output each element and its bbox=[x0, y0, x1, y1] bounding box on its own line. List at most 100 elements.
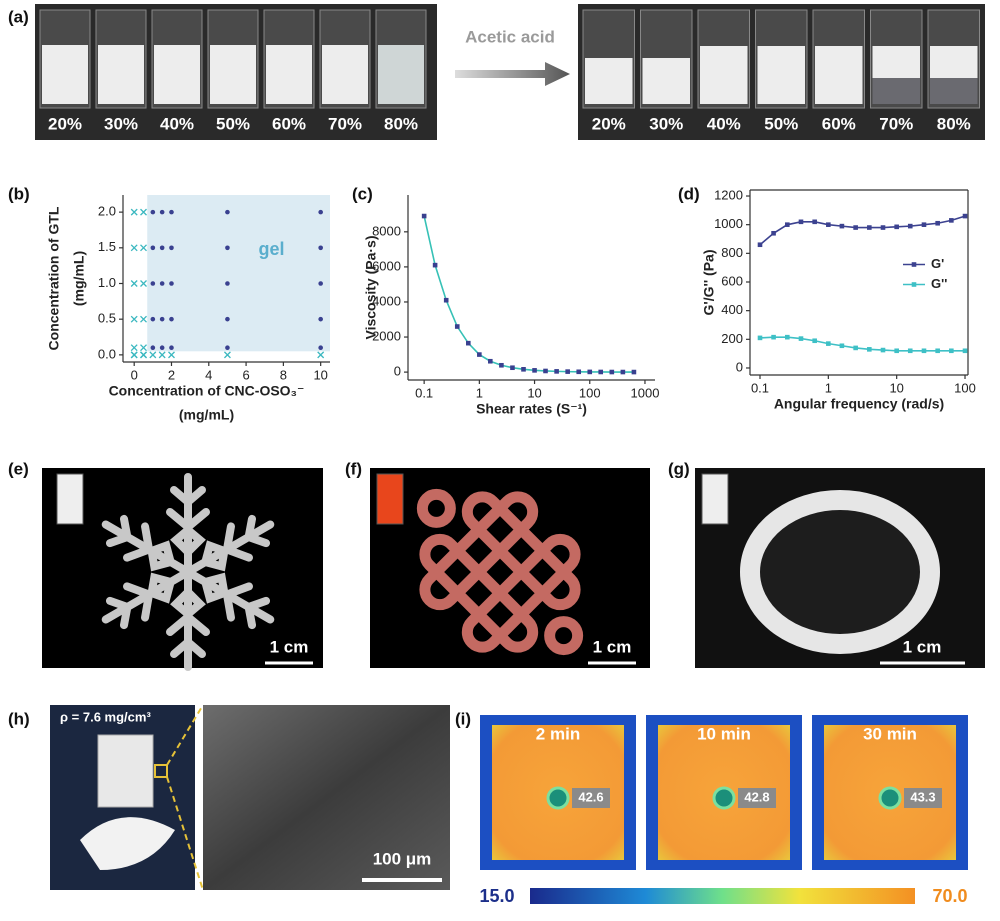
flower bbox=[80, 817, 175, 870]
y-tick-label: 6000 bbox=[372, 258, 401, 273]
panel-label: (b) bbox=[8, 184, 30, 203]
vial-label: 70% bbox=[328, 114, 362, 133]
y-axis-label: G'/G'' (Pa) bbox=[701, 250, 717, 316]
time-label: 30 min bbox=[863, 724, 917, 743]
point bbox=[140, 244, 147, 252]
point bbox=[318, 316, 323, 322]
x-tick-label: 10 bbox=[527, 385, 541, 400]
point bbox=[225, 316, 230, 322]
vial-label: 20% bbox=[48, 114, 82, 133]
suspension bbox=[42, 45, 88, 104]
marker bbox=[839, 223, 845, 229]
point bbox=[130, 344, 138, 352]
marker bbox=[935, 220, 940, 226]
marker bbox=[907, 223, 913, 229]
point bbox=[159, 316, 165, 322]
marker bbox=[587, 369, 593, 375]
marker bbox=[466, 340, 471, 346]
hotspot bbox=[878, 786, 902, 810]
sem-image bbox=[203, 705, 450, 890]
precipitate bbox=[872, 78, 920, 104]
x-tick-label: 1 bbox=[476, 385, 483, 400]
x-tick-label: 2 bbox=[168, 367, 175, 382]
vial-inset bbox=[701, 473, 729, 525]
marker bbox=[443, 297, 449, 303]
x-tick-label: 10 bbox=[313, 367, 327, 382]
annotation: gel bbox=[258, 239, 284, 259]
colorbar-max: 70.0 bbox=[932, 886, 967, 906]
marker bbox=[757, 242, 763, 248]
point bbox=[317, 351, 325, 359]
marker bbox=[894, 348, 899, 354]
point bbox=[150, 281, 156, 286]
temp-box bbox=[572, 788, 610, 808]
y-tick-label: 0 bbox=[736, 359, 743, 374]
marker bbox=[962, 348, 968, 354]
point bbox=[140, 344, 147, 352]
time-label: 10 min bbox=[697, 724, 751, 743]
point bbox=[159, 209, 165, 215]
vial-label: 60% bbox=[272, 114, 306, 133]
x-tick-label: 1000 bbox=[631, 385, 660, 400]
vials: 20% 30% 40% 50% 60% 70% 80% 20% 30% 40% 50% 60% 70% 8… bbox=[39, 9, 980, 133]
suspension bbox=[815, 46, 863, 104]
y-tick-label: 8000 bbox=[372, 223, 401, 238]
point bbox=[130, 244, 138, 252]
point bbox=[318, 345, 323, 351]
marker bbox=[798, 219, 804, 225]
suspension bbox=[322, 45, 368, 104]
suspension bbox=[585, 58, 633, 104]
marker bbox=[880, 225, 886, 230]
legend-label: G' bbox=[931, 256, 944, 271]
marker bbox=[510, 365, 515, 371]
marker bbox=[532, 368, 537, 373]
marker bbox=[785, 222, 790, 227]
marker bbox=[907, 348, 913, 354]
y-tick-label: 2000 bbox=[372, 328, 401, 343]
point bbox=[225, 345, 230, 351]
suspension bbox=[210, 45, 256, 104]
y-tick-label: 0 bbox=[394, 364, 401, 379]
marker bbox=[554, 369, 559, 374]
y-tick-label: 1000 bbox=[714, 216, 743, 231]
point bbox=[225, 245, 230, 251]
point bbox=[150, 245, 156, 251]
y-axis-label: (mg/mL) bbox=[71, 251, 87, 306]
scale-label: 1 cm bbox=[593, 637, 632, 656]
x-tick-label: 1 bbox=[825, 380, 832, 395]
panel-label: (e) bbox=[8, 459, 29, 478]
time-label: 2 min bbox=[536, 724, 580, 743]
marker bbox=[488, 358, 493, 364]
arm bbox=[101, 568, 192, 630]
knot bbox=[416, 488, 584, 656]
marker bbox=[867, 225, 872, 230]
y-axis-label: Concentration of GTL bbox=[46, 206, 62, 350]
marker bbox=[962, 213, 968, 219]
y-tick-label: 600 bbox=[721, 273, 743, 288]
ring bbox=[740, 490, 940, 654]
vial-label: 40% bbox=[160, 114, 194, 133]
marker bbox=[839, 343, 845, 349]
arrow-label: Acetic acid bbox=[465, 27, 555, 46]
y-tick-label: 0.0 bbox=[98, 346, 116, 361]
snowflake-arm bbox=[184, 568, 275, 630]
vial-label: 30% bbox=[104, 114, 138, 133]
arrow bbox=[455, 62, 570, 86]
point bbox=[130, 315, 138, 323]
arm bbox=[166, 473, 210, 576]
point bbox=[318, 209, 323, 215]
x-tick-label: 8 bbox=[280, 367, 287, 382]
legend-label: G'' bbox=[931, 276, 947, 291]
point bbox=[225, 281, 230, 286]
panel-label: (c) bbox=[352, 184, 373, 203]
vial-label: 60% bbox=[822, 114, 856, 133]
marker bbox=[853, 345, 858, 351]
point bbox=[140, 280, 147, 287]
marker bbox=[432, 262, 438, 268]
panel-label: (g) bbox=[668, 459, 690, 478]
zoom-line bbox=[166, 704, 204, 766]
marker bbox=[894, 224, 899, 230]
marker bbox=[798, 336, 804, 341]
temp-label: 42.6 bbox=[578, 789, 603, 804]
density-label: ρ = 7.6 mg/cm³ bbox=[60, 709, 151, 724]
